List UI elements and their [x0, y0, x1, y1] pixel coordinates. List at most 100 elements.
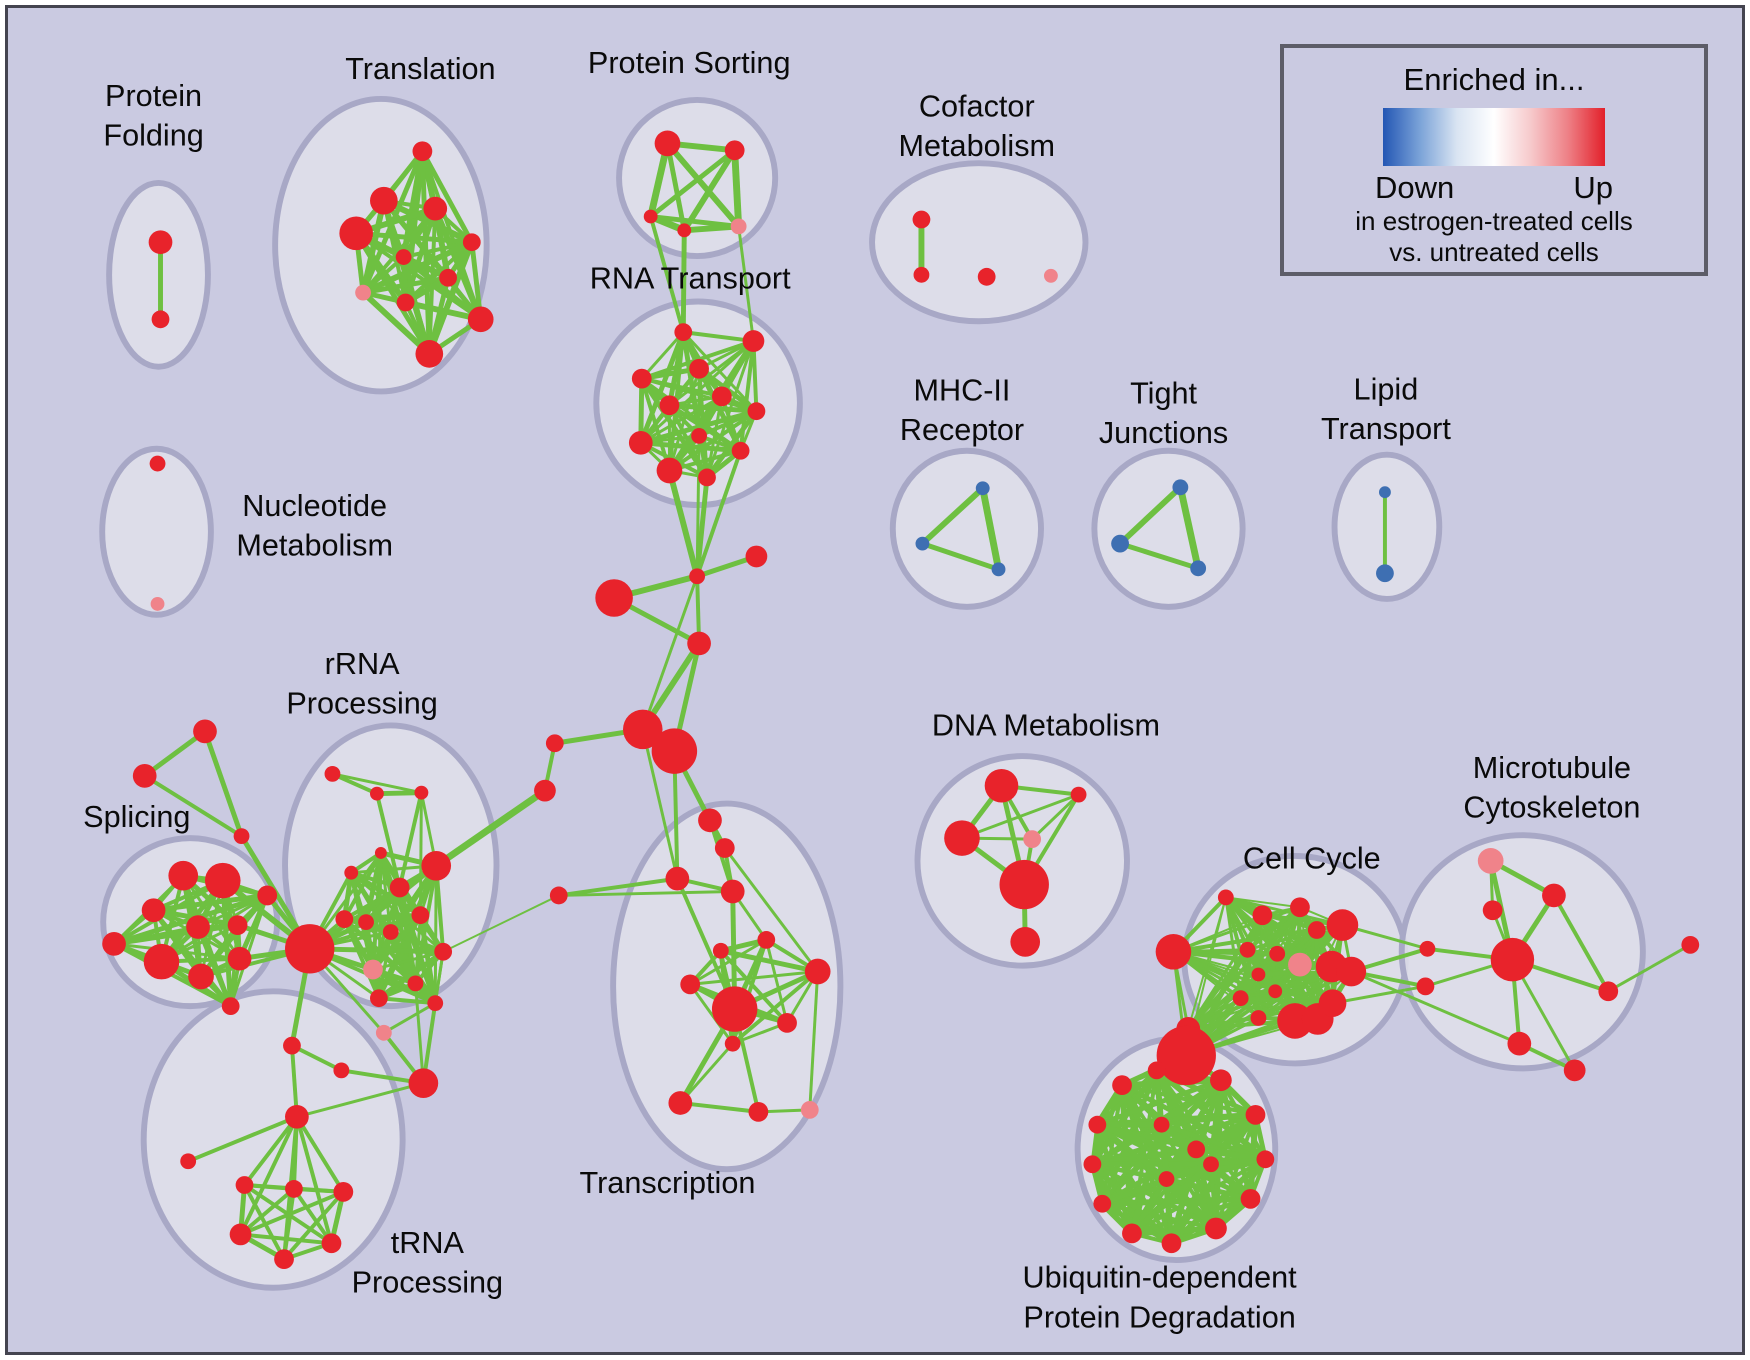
edge [397, 792, 424, 888]
node-red [1318, 989, 1347, 1017]
edge [723, 847, 819, 973]
node-pink [1043, 268, 1058, 283]
node-red [1122, 1223, 1142, 1244]
node-red [711, 986, 758, 1032]
node-red [1419, 940, 1436, 957]
node-red [1482, 900, 1503, 921]
node-red [396, 293, 415, 312]
node-red [407, 975, 424, 992]
node-red [421, 850, 452, 881]
edge [239, 1190, 345, 1237]
node-red [545, 734, 564, 753]
edge [361, 255, 405, 295]
edge [1090, 1162, 1174, 1246]
node-red [389, 877, 410, 898]
node-red [912, 210, 931, 229]
node-red [467, 306, 494, 333]
cluster-label-protein-folding: Protein [105, 79, 202, 113]
node-red [1416, 977, 1435, 996]
edge [350, 871, 445, 953]
cluster-ellipse-cofactor-metabolism [869, 160, 1089, 325]
edge [737, 226, 755, 342]
node-red [724, 140, 745, 161]
edge [695, 450, 743, 577]
node-red [339, 216, 373, 251]
edge [434, 787, 547, 869]
node-red [132, 764, 157, 788]
edge [640, 440, 741, 454]
node-red [1245, 1104, 1266, 1125]
edge [420, 150, 474, 244]
edge [675, 877, 737, 1010]
node-red [411, 906, 430, 925]
node-red [1307, 921, 1326, 939]
node-red [1681, 935, 1700, 954]
node-red [720, 879, 745, 904]
edge [1169, 1163, 1214, 1245]
edge [1607, 943, 1692, 993]
node-red [257, 885, 278, 906]
edge [731, 970, 819, 1046]
edge [417, 914, 438, 1004]
node-red [285, 1104, 309, 1129]
node-red [747, 402, 766, 421]
cluster-ellipse-mhc-ii-receptor [889, 447, 1044, 610]
node-red [333, 1182, 354, 1202]
edge [331, 772, 378, 796]
edge [377, 949, 445, 1001]
edge [665, 142, 687, 231]
cluster-label-ubiquitin-degradation: Ubiquitin-dependent [1023, 1261, 1298, 1295]
edge [1119, 541, 1199, 571]
edge [689, 938, 768, 986]
edge [377, 914, 423, 1000]
edge [764, 939, 789, 1024]
node-red [1326, 909, 1359, 941]
edge [1158, 1124, 1170, 1180]
cluster-label-rna-transport: RNA Transport [590, 262, 791, 296]
edge [558, 890, 733, 897]
edge [921, 541, 1000, 572]
edge [401, 254, 483, 322]
node-red [462, 233, 481, 252]
node-red [1232, 990, 1249, 1007]
node-red [1217, 889, 1234, 906]
edge [375, 793, 402, 888]
edge [202, 730, 244, 837]
edge [182, 874, 241, 960]
node-red [1093, 1194, 1112, 1213]
edge [1552, 894, 1610, 993]
cluster-label-dna-metabolism: DNA Metabolism [932, 708, 1160, 742]
node-red [221, 997, 240, 1016]
edge [668, 403, 742, 453]
edge [1096, 1121, 1212, 1168]
node-red [1239, 941, 1256, 958]
node-red [358, 914, 374, 931]
edge [558, 876, 678, 898]
node-red [1147, 1061, 1166, 1080]
node-red [204, 862, 241, 899]
node-red [1010, 927, 1041, 957]
node-red [285, 1180, 303, 1198]
edge [413, 983, 425, 1084]
node-red [977, 267, 996, 286]
node-red [665, 866, 690, 891]
cluster-label-trna-processing: Processing [352, 1266, 503, 1300]
node-red [731, 441, 750, 460]
node-red [944, 820, 980, 856]
edge [354, 232, 432, 356]
node-red [549, 886, 568, 905]
edge [143, 729, 207, 778]
edge [961, 793, 1080, 840]
edge [640, 331, 685, 380]
edge [681, 148, 738, 232]
edge [372, 950, 444, 971]
cluster-label-mhc-ii-receptor: MHC-II [913, 373, 1010, 407]
edge [294, 1116, 334, 1244]
node-pink [730, 218, 747, 235]
node-blue [975, 481, 990, 496]
legend-subtitle-line1: in estrogen-treated cells [1355, 206, 1633, 236]
node-red [1112, 1075, 1132, 1096]
node-red [984, 768, 1019, 803]
node-red [1598, 981, 1619, 1002]
node-red [283, 1036, 301, 1055]
